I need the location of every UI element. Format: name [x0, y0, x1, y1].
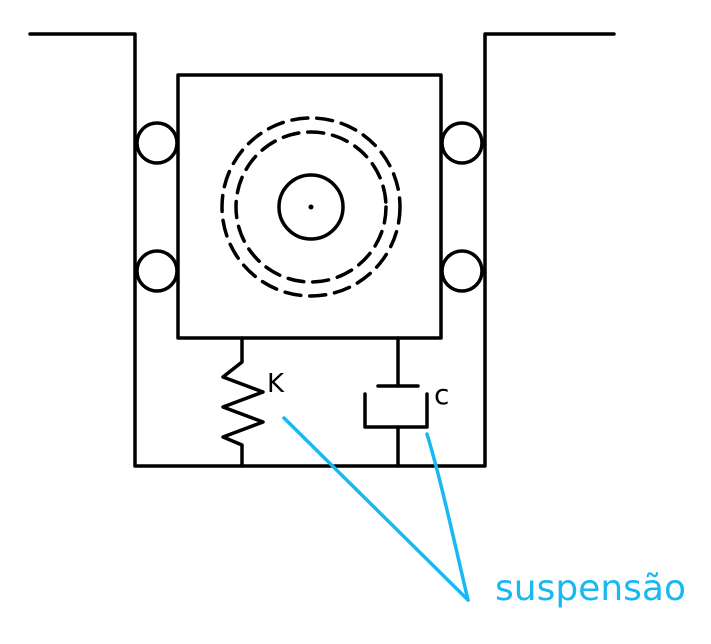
spring-label: K: [267, 369, 285, 399]
guide-roller-bottom-right: [440, 249, 484, 293]
drum-inner-dashed: [234, 130, 388, 284]
drum-center-dot: [308, 204, 314, 210]
damper-label: c: [434, 378, 449, 411]
spring: [221, 336, 265, 468]
housing-frame: [28, 32, 616, 468]
drum-outer-dashed: [220, 116, 402, 298]
guide-roller-top-right: [440, 121, 484, 165]
rotor-block: [176, 73, 443, 340]
annotation-label: suspensão: [495, 568, 686, 609]
annotation-pointers: [282, 416, 470, 602]
guide-roller-top-left: [135, 121, 179, 165]
drum-hub: [277, 173, 345, 241]
damper: [363, 336, 429, 468]
guide-roller-bottom-left: [135, 249, 179, 293]
